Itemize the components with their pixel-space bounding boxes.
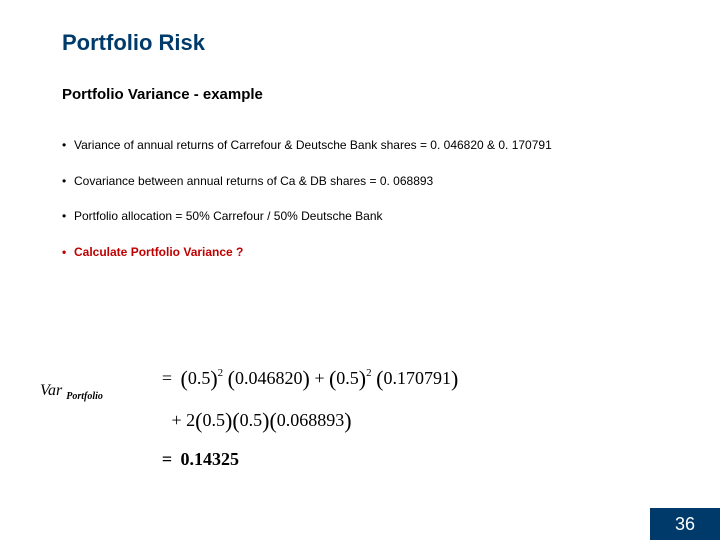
paren-close: ) <box>344 408 351 433</box>
bullet-text: Variance of annual returns of Carrefour … <box>74 138 552 152</box>
weight-2: 0.5 <box>336 368 359 388</box>
exponent-1: 2 <box>218 367 224 379</box>
weight-2b: 0.5 <box>240 410 263 430</box>
slide-title: Portfolio Risk <box>62 30 205 56</box>
bullet-list: Variance of annual returns of Carrefour … <box>62 138 662 280</box>
page-number: 36 <box>675 514 695 535</box>
formula-block: = (0.5)2 (0.046820) + (0.5)2 (0.170791) … <box>158 358 458 476</box>
var-text: Var <box>40 382 62 399</box>
bullet-item: Portfolio allocation = 50% Carrefour / 5… <box>62 209 662 225</box>
paren-open: ( <box>269 408 276 433</box>
formula-row-1: = (0.5)2 (0.046820) + (0.5)2 (0.170791) <box>158 358 458 400</box>
paren-open: ( <box>181 366 188 391</box>
variance-1: 0.046820 <box>235 368 303 388</box>
bullet-text: Covariance between annual returns of Ca … <box>74 174 433 188</box>
page-number-box: 36 <box>650 508 720 540</box>
slide: Portfolio Risk Portfolio Variance - exam… <box>0 0 720 540</box>
exponent-2: 2 <box>366 367 372 379</box>
variance-label: Var Portfolio <box>40 382 103 402</box>
bullet-text: Calculate Portfolio Variance ? <box>74 245 243 259</box>
equals-sign: = <box>158 361 176 395</box>
formula-row-result: = 0.14325 <box>158 442 458 476</box>
var-subscript: Portfolio <box>66 391 103 402</box>
weight-1b: 0.5 <box>202 410 225 430</box>
formula-row-2: + 2(0.5)(0.5)(0.068893) <box>158 400 458 442</box>
equals-sign: = <box>158 442 176 476</box>
covariance: 0.068893 <box>277 410 345 430</box>
bullet-item-highlight: Calculate Portfolio Variance ? <box>62 245 662 261</box>
slide-subtitle: Portfolio Variance - example <box>62 86 263 103</box>
plus-sign: + <box>314 368 324 388</box>
paren-close: ) <box>451 366 458 391</box>
paren-close: ) <box>210 366 217 391</box>
weight-1: 0.5 <box>188 368 211 388</box>
result-value: 0.14325 <box>181 449 240 469</box>
bullet-item: Covariance between annual returns of Ca … <box>62 174 662 190</box>
plus-sign: + <box>172 410 182 430</box>
paren-open: ( <box>228 366 235 391</box>
bullet-text: Portfolio allocation = 50% Carrefour / 5… <box>74 209 383 223</box>
variance-2: 0.170791 <box>383 368 451 388</box>
paren-open: ( <box>232 408 239 433</box>
paren-close: ) <box>302 366 309 391</box>
bullet-item: Variance of annual returns of Carrefour … <box>62 138 662 154</box>
coef-2: 2 <box>186 410 195 430</box>
